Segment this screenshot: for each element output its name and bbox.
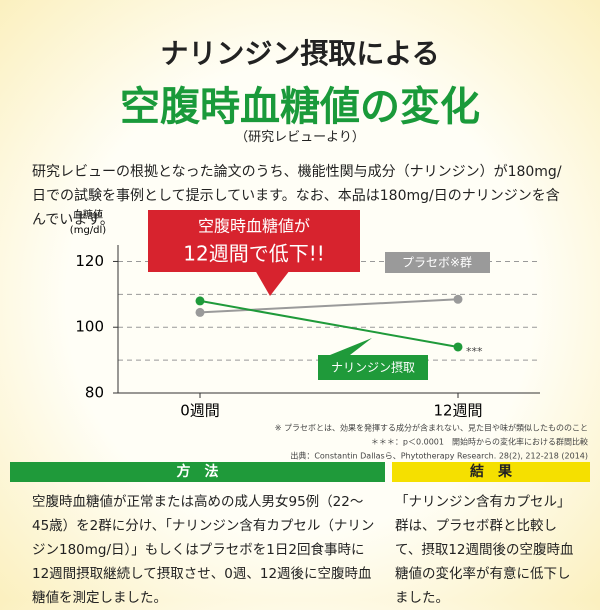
y-tick-label: 80 [85, 384, 104, 402]
point [453, 342, 463, 352]
y-tick-label: 100 [75, 318, 104, 336]
footnote: ＊＊＊：p＜0.0001 開始時からの変化率における群間比較 [371, 437, 588, 447]
method-text: 空腹時血糖値が正常または高めの成人男女95例（22～45歳）を2群に分け、「ナリ… [32, 494, 375, 606]
callout [148, 210, 360, 272]
legend-label: プラセボ※群 [402, 256, 472, 270]
legend-box [318, 355, 428, 380]
callout-text: 12週間で低下!! [183, 242, 324, 266]
callout-tail [255, 270, 290, 296]
legend-label: ナリンジン摂取 [331, 360, 415, 375]
callout-text: 空腹時血糖値が [198, 217, 310, 236]
y-axis-unit: (mg/dl) [70, 225, 106, 236]
footnote: ※ プラセボとは、効果を発揮する成分が含まれない、見た目や味が類似したもののこと [275, 423, 588, 433]
method-heading: 方 法 [10, 462, 385, 482]
point [195, 307, 205, 317]
legend-box [385, 252, 490, 273]
intro: 研究レビューの根拠となった論文のうち、機能性関与成分（ナリンジン）が180mg/… [32, 164, 562, 228]
legend-tail [330, 338, 372, 355]
title: ナリンジン摂取による [160, 37, 440, 70]
footnote: 出典：Constantin Dallasら、Phytotherapy Resea… [290, 451, 588, 461]
result-heading: 結 果 [392, 462, 590, 482]
y-tick-label: 120 [75, 252, 104, 270]
point [195, 296, 205, 306]
x-tick-label: 12週間 [433, 402, 482, 420]
x-tick-label: 0週間 [180, 402, 220, 420]
significance: *** [466, 345, 483, 358]
result-text: 「ナリンジン含有カプセル」群は、プラセボ群と比較して、摂取12週間後の空腹時血糖… [395, 494, 574, 606]
y-axis-label: 血糖値 [73, 208, 103, 221]
source-note: （研究レビューより） [235, 130, 365, 145]
series-line [199, 298, 459, 314]
point [453, 294, 463, 304]
series-line [199, 299, 459, 348]
title-main: 空腹時血糖値の変化 [120, 84, 480, 130]
